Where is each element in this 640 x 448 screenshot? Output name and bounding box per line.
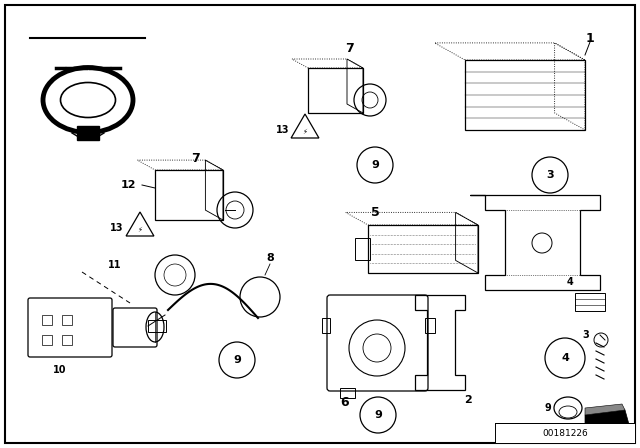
Polygon shape [585, 410, 630, 432]
Text: 13: 13 [110, 223, 124, 233]
Text: 4: 4 [566, 277, 573, 287]
Text: 7: 7 [191, 151, 200, 164]
Polygon shape [585, 404, 625, 415]
Bar [77, 126, 99, 140]
Bar [425, 318, 435, 333]
Bar [62, 335, 72, 345]
Bar [42, 315, 52, 325]
Text: 2: 2 [464, 395, 472, 405]
Text: 3: 3 [582, 330, 589, 340]
Bar [495, 423, 635, 443]
Text: 6: 6 [340, 396, 349, 409]
Text: 9: 9 [374, 410, 382, 420]
Bar [62, 315, 72, 325]
Text: 10: 10 [53, 365, 67, 375]
Text: 3: 3 [546, 170, 554, 180]
Text: 9: 9 [233, 355, 241, 365]
Text: 11: 11 [108, 260, 122, 270]
Text: ⚡: ⚡ [138, 227, 143, 233]
Text: 7: 7 [346, 42, 355, 55]
Text: 13: 13 [276, 125, 290, 135]
Bar [355, 238, 370, 260]
Text: 9: 9 [545, 403, 552, 413]
Bar [340, 388, 355, 398]
Bar [575, 293, 605, 311]
Bar [322, 318, 330, 333]
Text: 1: 1 [586, 31, 595, 44]
Text: 8: 8 [266, 253, 274, 263]
Text: ⚡: ⚡ [303, 129, 307, 134]
Text: 5: 5 [371, 206, 380, 219]
Bar [148, 320, 166, 332]
Text: 9: 9 [371, 160, 379, 170]
Text: 12: 12 [120, 180, 136, 190]
Text: 00181226: 00181226 [542, 428, 588, 438]
Text: 4: 4 [561, 353, 569, 363]
Bar [42, 335, 52, 345]
